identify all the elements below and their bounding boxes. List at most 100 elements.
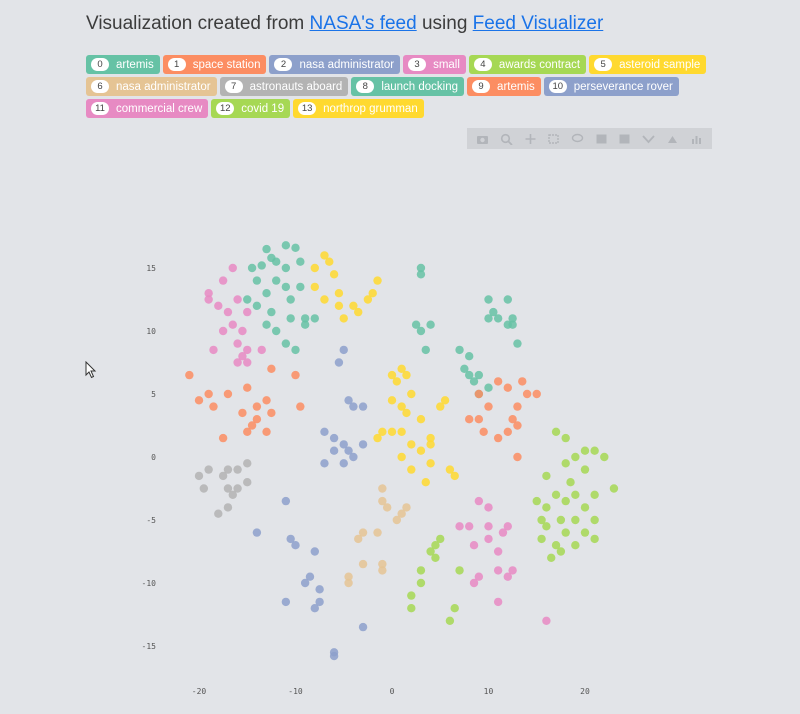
scatter-point[interactable]: [238, 352, 247, 361]
scatter-point[interactable]: [214, 509, 223, 518]
scatter-point[interactable]: [194, 471, 204, 481]
scatter-point[interactable]: [542, 616, 551, 625]
scatter-point[interactable]: [532, 496, 541, 506]
scatter-point[interactable]: [407, 604, 416, 613]
scatter-point[interactable]: [397, 452, 406, 462]
scatter-point[interactable]: [561, 496, 570, 506]
scatter-point[interactable]: [455, 345, 464, 355]
scatter-point[interactable]: [233, 358, 242, 367]
scatter-point[interactable]: [378, 427, 387, 436]
scatter-point[interactable]: [300, 578, 310, 588]
scatter-point[interactable]: [450, 604, 459, 613]
scatter-point[interactable]: [416, 578, 426, 588]
scatter-point[interactable]: [402, 408, 411, 418]
scatter-point[interactable]: [421, 478, 430, 487]
scatter-point[interactable]: [580, 465, 590, 474]
scatter-point[interactable]: [204, 389, 213, 399]
scatter-point[interactable]: [339, 459, 348, 468]
scatter-point[interactable]: [378, 484, 387, 493]
scatter-point[interactable]: [223, 484, 233, 493]
scatter-point[interactable]: [518, 377, 527, 386]
scatter-point[interactable]: [218, 276, 228, 285]
scatter-point[interactable]: [421, 345, 430, 355]
scatter-point[interactable]: [296, 282, 305, 292]
scatter-point[interactable]: [416, 446, 426, 455]
scatter-point[interactable]: [493, 377, 503, 386]
camera-icon[interactable]: [476, 133, 490, 145]
scatter-point[interactable]: [199, 484, 209, 493]
scatter-point[interactable]: [252, 402, 262, 411]
scatter-point[interactable]: [286, 295, 295, 304]
scatter-point[interactable]: [580, 446, 590, 455]
scatter-point[interactable]: [508, 314, 517, 323]
scatter-point[interactable]: [387, 396, 397, 405]
scatter-point[interactable]: [344, 396, 353, 405]
scatter-point[interactable]: [315, 597, 324, 607]
scatter-point[interactable]: [262, 396, 271, 405]
scatter-point[interactable]: [547, 553, 556, 562]
scatter-point[interactable]: [416, 566, 426, 575]
scatter-point[interactable]: [561, 528, 570, 537]
scatter-point[interactable]: [252, 276, 262, 285]
scatter-point[interactable]: [407, 389, 416, 399]
scatter-point[interactable]: [416, 263, 426, 273]
scatter-point[interactable]: [368, 289, 377, 298]
scatter-point[interactable]: [247, 421, 257, 430]
scatter-point[interactable]: [218, 433, 228, 443]
scatter-point[interactable]: [320, 427, 329, 436]
scatter-point[interactable]: [223, 503, 233, 512]
scatter-point[interactable]: [580, 528, 590, 537]
scatter-point[interactable]: [334, 289, 344, 298]
scatter-point[interactable]: [469, 377, 479, 386]
scatter-point[interactable]: [243, 478, 252, 487]
scatter-point[interactable]: [445, 616, 455, 625]
feed-visualizer-link[interactable]: Feed Visualizer: [472, 13, 604, 34]
scatter-point[interactable]: [252, 301, 262, 310]
scatter-point[interactable]: [590, 534, 599, 544]
scatter-point[interactable]: [194, 396, 204, 405]
scatter-point[interactable]: [590, 446, 599, 455]
scatter-point[interactable]: [465, 415, 474, 424]
cluster-tag[interactable]: 0 artemis: [86, 55, 160, 74]
scatter-point[interactable]: [223, 389, 233, 399]
scatter-point[interactable]: [387, 427, 397, 436]
scatter-point[interactable]: [474, 415, 484, 424]
scatter-point[interactable]: [426, 459, 435, 468]
scatter-point[interactable]: [571, 490, 580, 499]
scatter-point[interactable]: [513, 421, 522, 430]
scatter-point[interactable]: [257, 345, 266, 355]
cluster-tag[interactable]: 7 astronauts aboard: [219, 77, 349, 96]
scatter-point[interactable]: [378, 566, 387, 575]
scatter-point[interactable]: [436, 402, 445, 411]
scatter-point[interactable]: [431, 553, 440, 562]
scatter-point[interactable]: [233, 295, 242, 304]
scatter-point[interactable]: [315, 585, 324, 594]
scatter-point[interactable]: [204, 465, 213, 474]
scatter-point[interactable]: [329, 651, 339, 661]
box-select-icon[interactable]: [547, 133, 561, 145]
scatter-point[interactable]: [411, 320, 421, 329]
scatter-point[interactable]: [397, 364, 406, 373]
scatter-point[interactable]: [257, 261, 266, 270]
scatter-point[interactable]: [489, 307, 498, 317]
scatter-point[interactable]: [493, 314, 503, 323]
scatter-point[interactable]: [556, 515, 566, 525]
scatter-point[interactable]: [474, 370, 484, 380]
scatter-point[interactable]: [233, 339, 242, 348]
scatter-point[interactable]: [291, 541, 300, 550]
zoom-out-icon[interactable]: [618, 133, 632, 145]
scatter-point[interactable]: [590, 515, 599, 525]
scatter-point[interactable]: [349, 301, 358, 310]
scatter-point[interactable]: [358, 440, 368, 449]
scatter-point[interactable]: [358, 528, 368, 537]
scatter-point[interactable]: [354, 534, 363, 544]
scatter-point[interactable]: [339, 314, 348, 323]
scatter-point[interactable]: [556, 547, 566, 556]
cluster-tag[interactable]: 11 commercial crew: [86, 99, 209, 118]
scatter-point[interactable]: [571, 541, 580, 550]
scatter-point[interactable]: [339, 440, 348, 449]
scatter-point[interactable]: [387, 370, 397, 380]
scatter-point[interactable]: [320, 251, 329, 260]
scatter-point[interactable]: [218, 326, 228, 336]
